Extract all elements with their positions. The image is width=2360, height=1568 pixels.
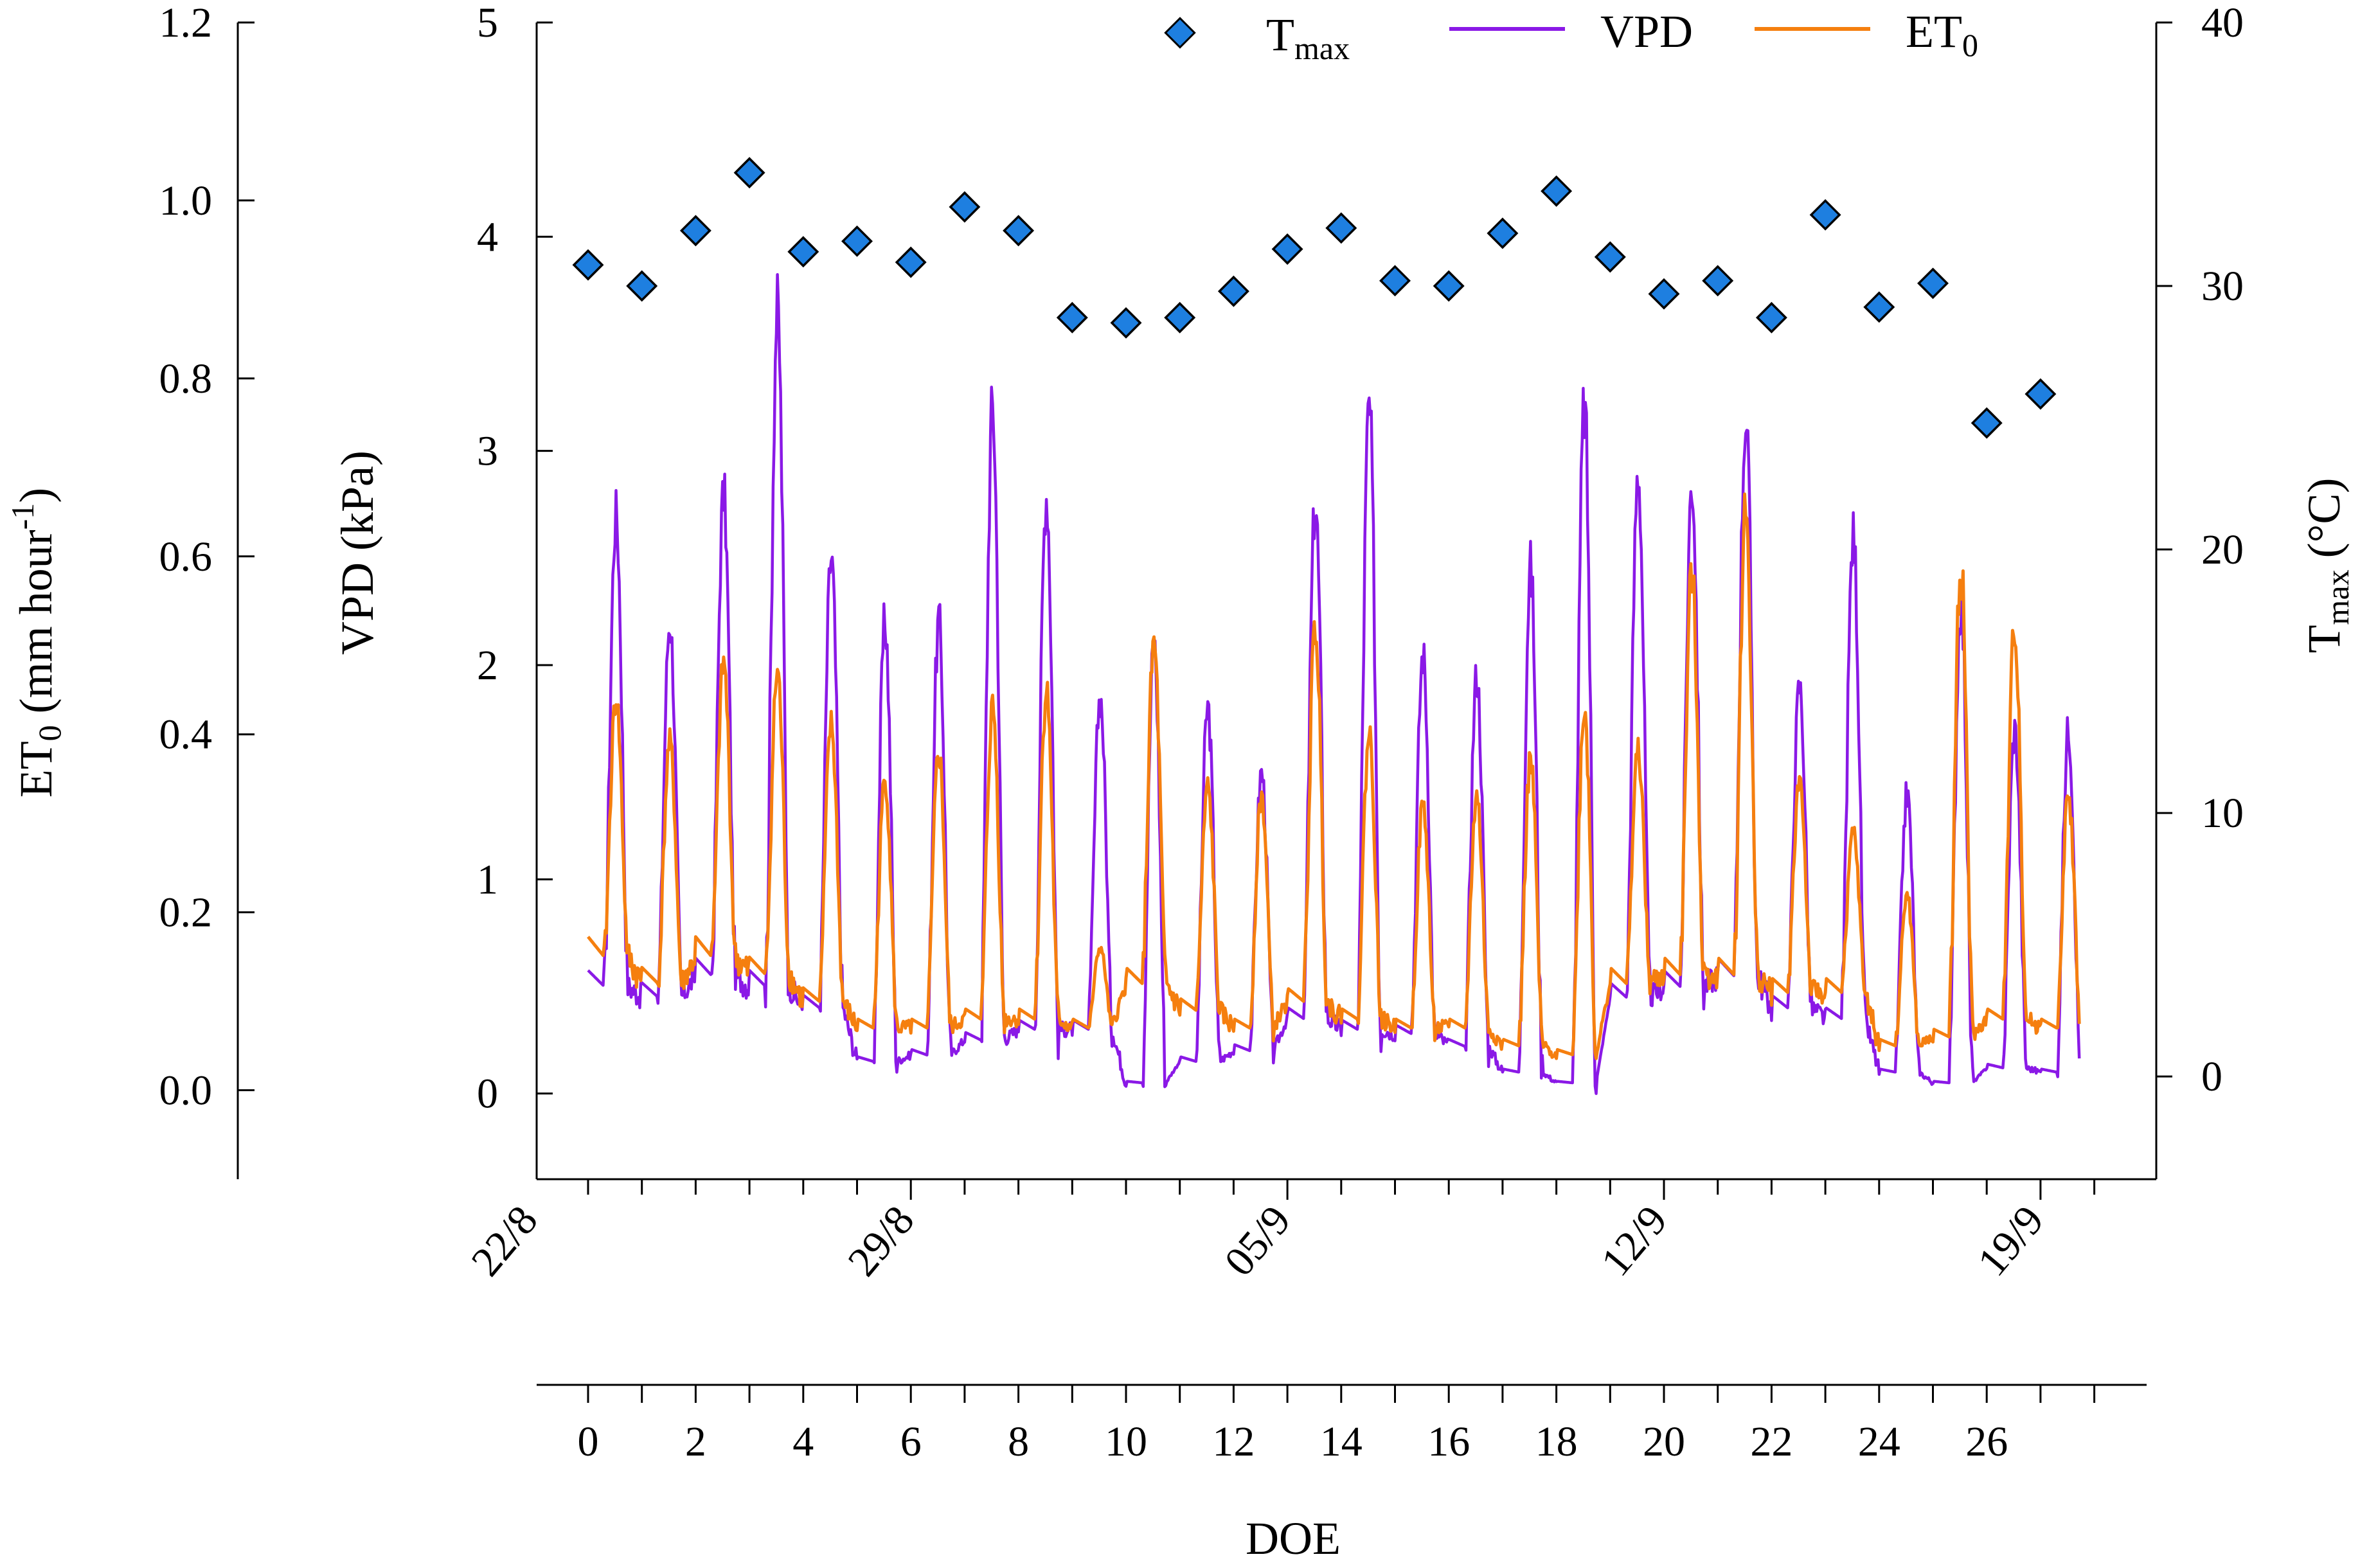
tmax-point	[1971, 407, 2003, 439]
tmax-point	[1003, 215, 1035, 247]
vpd-axis-title: VPD (kPa)	[332, 450, 383, 655]
tmax-point	[841, 225, 873, 257]
doe-tick-label: 18	[1535, 1418, 1578, 1465]
tmax-point	[572, 249, 604, 281]
doe-tick-label: 20	[1643, 1418, 1685, 1465]
tmax-tick-label: 20	[2201, 526, 2244, 573]
legend-vpd-label: VPD	[1600, 6, 1693, 57]
tmax-axis-title: Tmax (°C)	[2298, 478, 2356, 654]
tmax-point	[626, 270, 658, 302]
doe-tick-label: 22	[1750, 1418, 1792, 1465]
tmax-tick-labels: 40 30 20 10 0	[2156, 0, 2244, 1100]
tmax-point	[1917, 267, 1949, 299]
tmax-point	[949, 191, 981, 223]
doe-tick-label: 26	[1965, 1418, 2008, 1465]
doe-tick-label: 6	[900, 1418, 922, 1465]
et0-axis-title: ET0 (mm hour-1)	[4, 488, 67, 798]
tmax-point	[1056, 301, 1088, 334]
tmax-markers	[572, 157, 2057, 439]
vpd-tick-label: 4	[477, 213, 498, 260]
tmax-point	[1433, 270, 1465, 302]
tmax-point	[679, 215, 711, 247]
vpd-tick-label: 0	[477, 1071, 498, 1118]
et0-tick-label: 1.0	[159, 177, 213, 224]
vpd-tick-label: 2	[477, 642, 498, 689]
tmax-point	[1594, 241, 1626, 273]
doe-tick-label: 8	[1008, 1418, 1029, 1465]
legend-et0-label: ET0	[1906, 6, 1978, 63]
doe-tick-label: 12	[1212, 1418, 1255, 1465]
tmax-tick-label: 10	[2201, 790, 2244, 837]
tmax-point	[1702, 265, 1734, 297]
et0-tick-labels: 1.2 1.0 0.8 0.6 0.4 0.2 0.0	[159, 0, 255, 1114]
et0-series-line	[587, 492, 2081, 1060]
et0-tick-label: 0.4	[159, 711, 213, 758]
doe-tick-label: 4	[792, 1418, 814, 1465]
tmax-point	[1648, 278, 1680, 310]
et0-tick-label: 1.2	[159, 0, 213, 46]
vpd-tick-label: 3	[477, 428, 498, 475]
doe-tick-label: 10	[1105, 1418, 1147, 1465]
doe-tick-label: 24	[1858, 1418, 1900, 1465]
tmax-point	[2025, 378, 2057, 410]
tmax-point	[787, 236, 819, 268]
series-layer	[587, 272, 2081, 1095]
tmax-point	[1325, 212, 1357, 244]
et0-tick-label: 0.2	[159, 889, 213, 936]
tmax-tick-label: 40	[2201, 0, 2244, 46]
vpd-tick-labels: 5 4 3 2 1 0	[477, 0, 553, 1118]
vpd-tick-label: 5	[477, 0, 498, 46]
doe-axis-title: DOE	[1246, 1513, 1341, 1564]
tmax-point	[1863, 291, 1895, 323]
et0-tick-label: 0.8	[159, 355, 213, 402]
tmax-point	[1379, 265, 1411, 297]
et0-tick-label: 0.0	[159, 1067, 213, 1114]
tmax-point	[1217, 275, 1249, 307]
tmax-tick-label: 30	[2201, 263, 2244, 310]
legend-tmax-label: Tmax	[1266, 9, 1350, 66]
doe-tick-label: 14	[1320, 1418, 1363, 1465]
tmax-point	[1809, 199, 1841, 231]
legend: Tmax VPD ET0	[1164, 6, 1978, 66]
tmax-point	[733, 157, 765, 189]
et0-tick-label: 0.6	[159, 533, 213, 580]
tmax-point	[1271, 233, 1303, 265]
legend-tmax-marker	[1164, 17, 1196, 49]
tmax-point	[895, 246, 927, 278]
doe-tick-label: 0	[578, 1418, 599, 1465]
doe-tick-labels: 0 2 4 6 8 10 12 14 16 18 20 22 24 26	[578, 1385, 2096, 1465]
vpd-tick-label: 1	[477, 856, 498, 903]
doe-tick-label: 2	[685, 1418, 706, 1465]
tmax-point	[1487, 217, 1519, 249]
tmax-point	[1110, 307, 1142, 339]
tmax-tick-label: 0	[2201, 1053, 2222, 1100]
tmax-point	[1755, 301, 1787, 334]
tmax-point	[1164, 301, 1196, 334]
doe-tick-label: 16	[1427, 1418, 1470, 1465]
tmax-point	[1541, 175, 1573, 207]
